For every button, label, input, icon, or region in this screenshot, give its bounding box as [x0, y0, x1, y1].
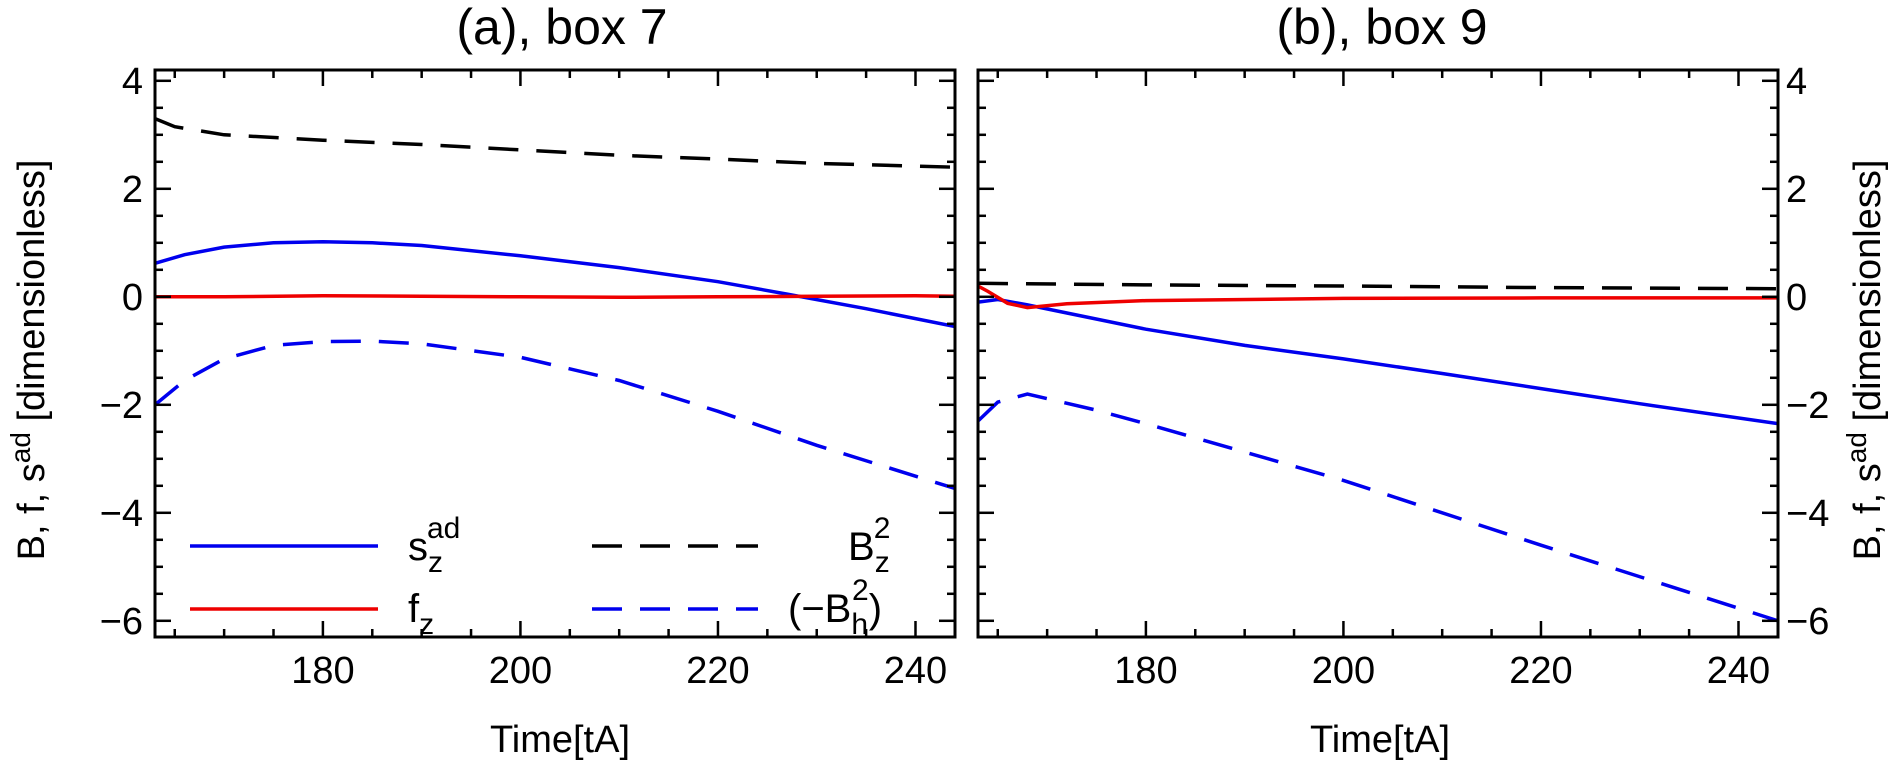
legend-label-bz2: Bz2: [848, 512, 890, 579]
legend-label-bh2: (−Bh2): [788, 574, 882, 641]
panel-b-ylabel: B, f, sad [dimensionless]: [1841, 160, 1889, 561]
panel-a-series-sz-line: [155, 239, 955, 329]
legend-label-sz: szad: [408, 512, 460, 579]
legend-label-fz: fz: [408, 587, 434, 641]
panel-b-xtick-label: 180: [1114, 650, 1177, 692]
panel-a-xtick-label: 220: [686, 650, 749, 692]
panel-b-series: [978, 281, 1778, 623]
panel-b-ytick-label: −2: [1786, 385, 1829, 427]
panel-b-xlabel: Time[tA]: [1310, 719, 1450, 761]
panel-b-ytick-label: 0: [1786, 277, 1807, 319]
panel-a-series-bh2-line: [155, 339, 955, 491]
panel-b-xtick-label: 240: [1707, 650, 1770, 692]
panel-a-xtick-label: 200: [489, 650, 552, 692]
panel-a-frame: [153, 68, 957, 639]
panel-a-ylabel: B, f, sad [dimensionless]: [5, 160, 53, 561]
panel-a-ytick-label: −4: [100, 493, 143, 535]
panel-b-xtick-label: 200: [1312, 650, 1375, 692]
panel-b-ticks: 180 200 220 240 −6 −4 −2 0 2 4: [978, 61, 1829, 692]
legend: szad fz Bz2 (−Bh2): [190, 512, 890, 641]
panel-b: (b), box 9 180 200 220 240 −6 −4 −2 0 2 4 Time[tA…: [976, 0, 1889, 761]
panel-a-ytick-label: −6: [100, 601, 143, 643]
panel-b-series-sz-line: [978, 297, 1778, 426]
panel-a-ytick-label: −2: [100, 385, 143, 427]
panel-b-series-fz-line: [978, 284, 1778, 310]
panel-b-series-bh2-line: [978, 392, 1778, 623]
panel-a-series-fz-line: [155, 293, 955, 300]
panel-a-xtick-label: 240: [884, 650, 947, 692]
panel-a-xlabel: Time[tA]: [490, 719, 630, 761]
panel-b-series-bz2-line: [978, 281, 1778, 291]
panel-a-ytick-label: 2: [122, 169, 143, 211]
panel-a-ticks: 180 200 220 240 −6 −4 −2 0 2 4: [100, 61, 955, 692]
panel-b-ytick-label: −4: [1786, 493, 1829, 535]
panel-a-series-bz2-line: [155, 116, 955, 169]
panel-b-xtick-label: 220: [1509, 650, 1572, 692]
panel-a: (a), box 7 180 200 220 240 −6 −4 −2 0 2 4 Time[tA…: [5, 0, 957, 761]
panel-a-ytick-label: 4: [122, 61, 143, 103]
panel-a-title: (a), box 7: [456, 0, 667, 55]
panel-b-ytick-label: −6: [1786, 601, 1829, 643]
panel-a-series: [155, 116, 955, 491]
panel-b-ytick-label: 4: [1786, 61, 1807, 103]
panel-b-title: (b), box 9: [1276, 0, 1487, 55]
panel-b-frame: [976, 68, 1780, 639]
panel-b-ytick-label: 2: [1786, 169, 1807, 211]
panel-a-ytick-label: 0: [122, 277, 143, 319]
panel-a-xtick-label: 180: [291, 650, 354, 692]
